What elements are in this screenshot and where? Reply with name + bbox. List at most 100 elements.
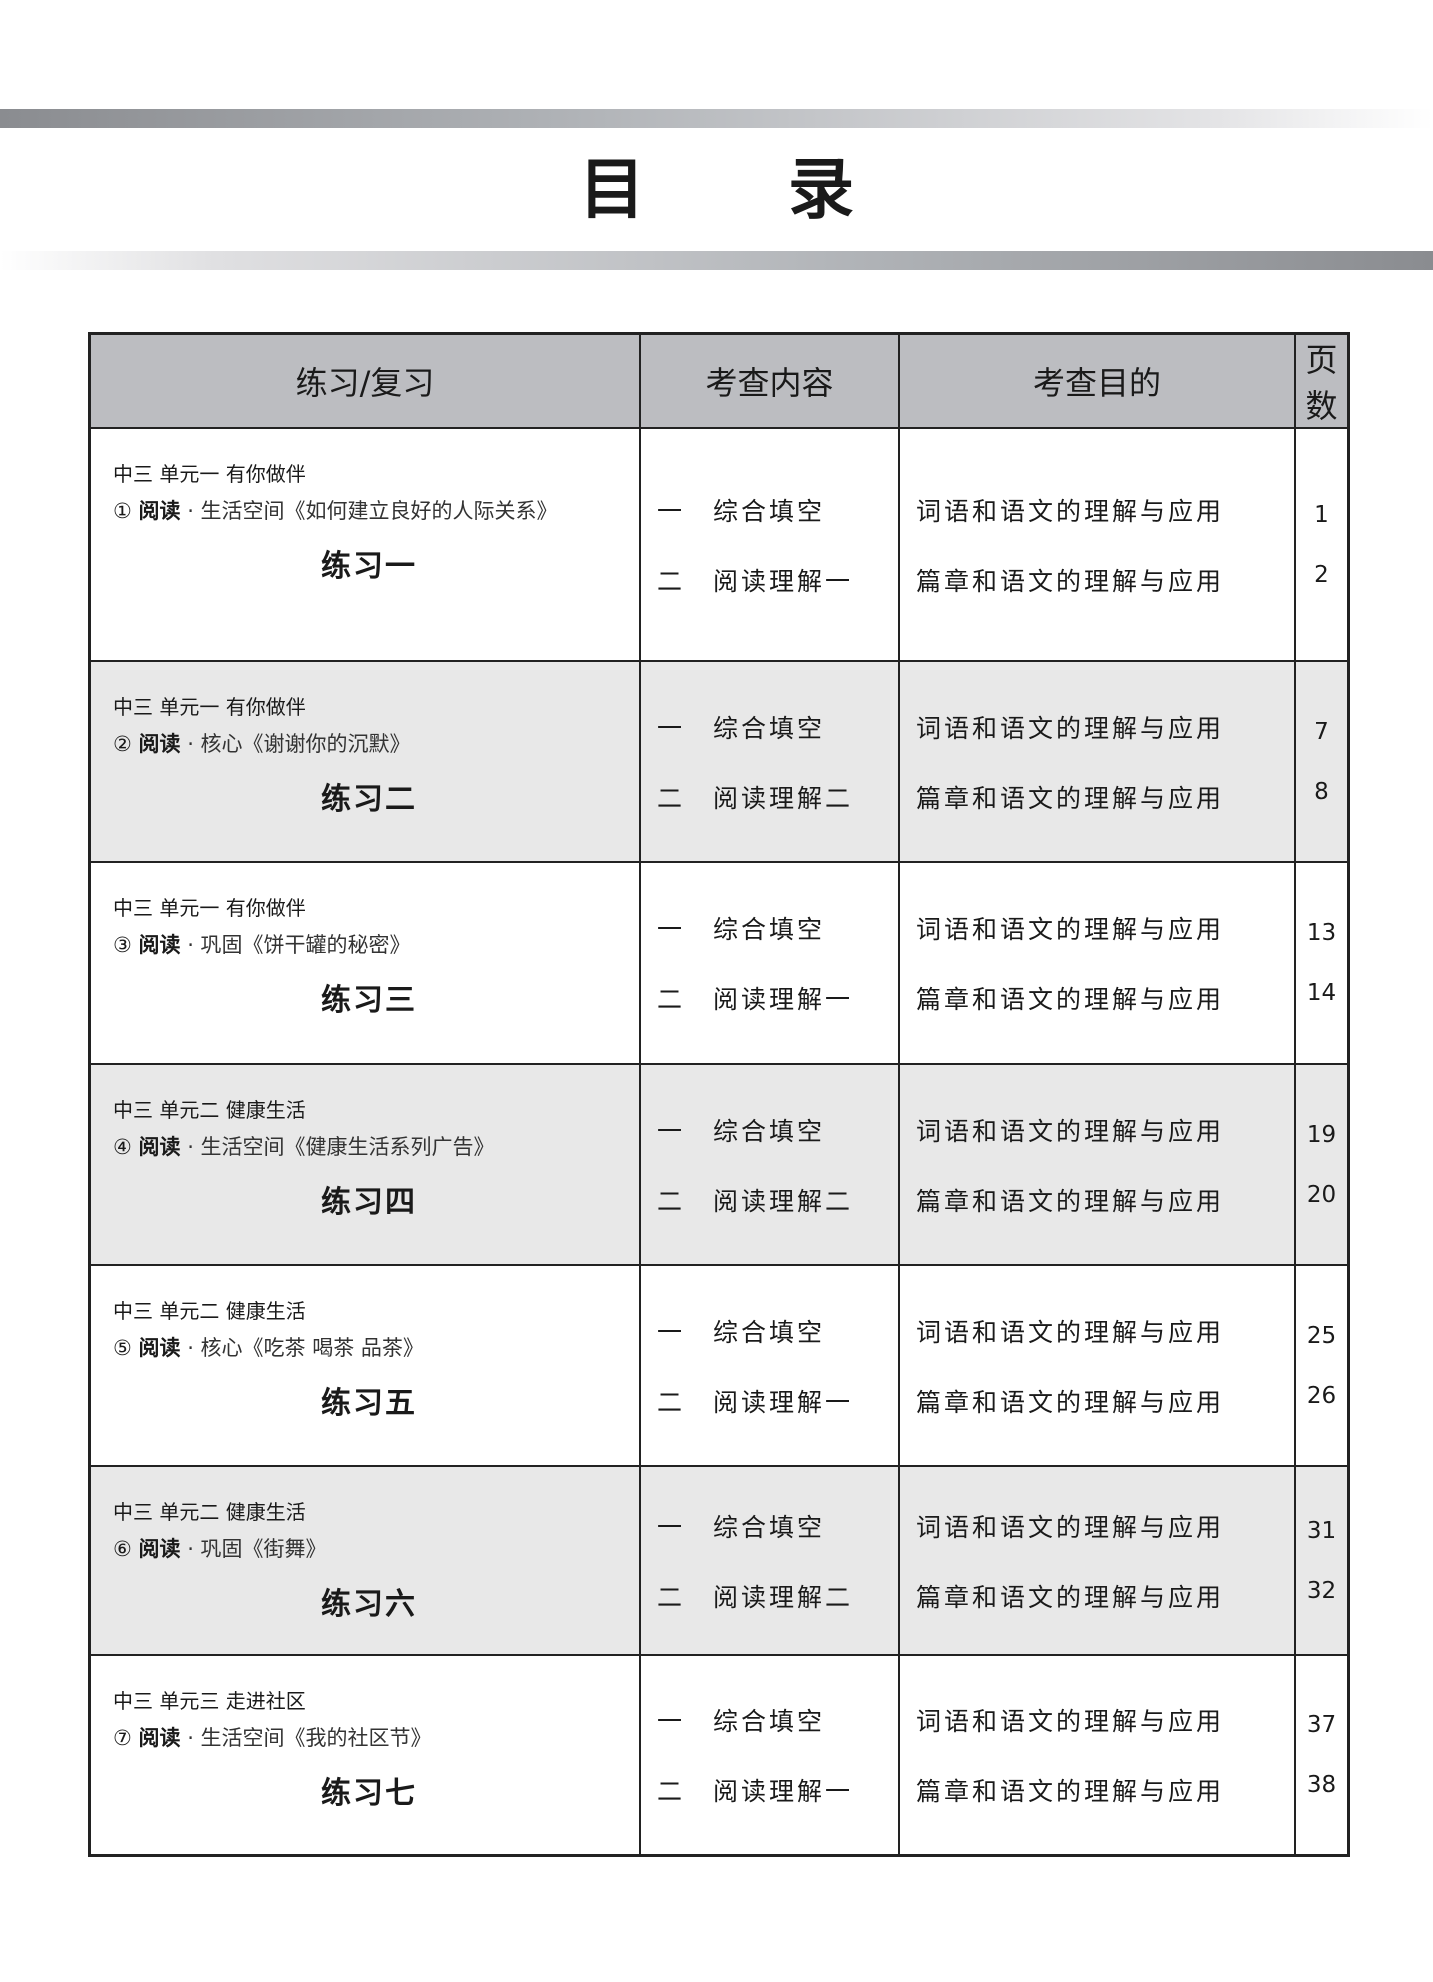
content-item: 二阅读理解一 xyxy=(657,1772,898,1808)
header-pages: 页数 xyxy=(1294,332,1350,429)
exercise-title[interactable]: 练习一 xyxy=(321,549,417,584)
content-cell: 一综合填空 二阅读理解一 xyxy=(639,861,900,1065)
page-number[interactable]: 32 xyxy=(1306,1577,1337,1604)
exercise-title[interactable]: 练习三 xyxy=(321,983,417,1018)
page-number[interactable]: 31 xyxy=(1306,1517,1337,1544)
goal-cell: 词语和语文的理解与应用 篇章和语文的理解与应用 xyxy=(898,861,1296,1065)
reading-number: ② xyxy=(113,732,132,756)
unit-label: 中三 单元三 走进社区 xyxy=(113,1689,306,1713)
content-text: 阅读理解一 xyxy=(713,566,854,596)
pages-cell: 1 2 xyxy=(1294,427,1350,662)
goal-cell: 词语和语文的理解与应用 篇章和语文的理解与应用 xyxy=(898,1264,1296,1467)
pages-cell: 37 38 xyxy=(1294,1654,1350,1856)
header-bar-top xyxy=(0,109,1433,128)
content-item: 一综合填空 xyxy=(657,1112,898,1148)
reading-number: ⑤ xyxy=(113,1336,132,1360)
exercise-cell: 中三 单元二 健康生活 ⑥ 阅读 · 巩固《街舞》 练习六 xyxy=(88,1465,641,1656)
reading-number: ⑦ xyxy=(113,1726,132,1750)
content-text: 综合填空 xyxy=(713,1512,826,1542)
header-bar-bottom xyxy=(0,251,1433,270)
header-exercise: 练习/复习 xyxy=(88,332,641,429)
goal-item: 篇章和语文的理解与应用 xyxy=(916,1387,1225,1417)
table-row: 中三 单元一 有你做伴 ① 阅读 · 生活空间《如何建立良好的人际关系》 练习一… xyxy=(88,427,1350,662)
exercise-title[interactable]: 练习四 xyxy=(321,1185,417,1220)
reading-source: · 核心《吃茶 喝茶 品茶》 xyxy=(180,1336,424,1360)
exercise-title[interactable]: 练习五 xyxy=(321,1386,417,1421)
content-item: 一综合填空 xyxy=(657,1702,898,1738)
content-item: 一综合填空 xyxy=(657,1508,898,1544)
content-text: 综合填空 xyxy=(713,1706,826,1736)
page-number[interactable]: 14 xyxy=(1306,980,1337,1006)
reading-kind: 阅读 xyxy=(138,933,181,957)
exercise-cell: 中三 单元一 有你做伴 ① 阅读 · 生活空间《如何建立良好的人际关系》 练习一 xyxy=(88,427,641,662)
content-text: 阅读理解一 xyxy=(713,985,854,1014)
pages-cell: 19 20 xyxy=(1294,1063,1350,1266)
goal-item: 词语和语文的理解与应用 xyxy=(916,915,1225,944)
reading-number: ⑥ xyxy=(113,1537,132,1561)
table-row: 中三 单元二 健康生活 ④ 阅读 · 生活空间《健康生活系列广告》 练习四 一综… xyxy=(88,1063,1350,1266)
page-number[interactable]: 37 xyxy=(1306,1711,1337,1738)
goal-cell: 词语和语文的理解与应用 篇章和语文的理解与应用 xyxy=(898,1063,1296,1266)
content-number: 一 xyxy=(657,713,686,743)
exercise-title[interactable]: 练习二 xyxy=(321,782,417,817)
reading-number: ④ xyxy=(113,1135,132,1159)
content-cell: 一综合填空 二阅读理解一 xyxy=(639,427,900,662)
content-item: 二阅读理解一 xyxy=(657,1383,898,1419)
content-number: 一 xyxy=(657,496,686,526)
contents-table: 练习/复习 考查内容 考查目的 页数 中三 单元一 有你做伴 ① 阅读 · 生活… xyxy=(88,332,1350,1857)
page-number[interactable]: 38 xyxy=(1306,1771,1337,1798)
goal-item: 词语和语文的理解与应用 xyxy=(916,496,1225,526)
reading-kind: 阅读 xyxy=(138,1537,181,1561)
reading-kind: 阅读 xyxy=(138,1135,181,1159)
reading-source: · 巩固《街舞》 xyxy=(180,1537,327,1561)
goal-item: 篇章和语文的理解与应用 xyxy=(916,1186,1225,1216)
content-item: 二阅读理解一 xyxy=(657,980,898,1016)
page-number[interactable]: 19 xyxy=(1306,1121,1337,1148)
goal-cell: 词语和语文的理解与应用 篇章和语文的理解与应用 xyxy=(898,427,1296,662)
content-number: 二 xyxy=(657,1186,686,1216)
table-row: 中三 单元一 有你做伴 ② 阅读 · 核心《谢谢你的沉默》 练习二 一综合填空 … xyxy=(88,660,1350,863)
page-number[interactable]: 13 xyxy=(1306,920,1337,946)
table-row: 中三 单元二 健康生活 ⑥ 阅读 · 巩固《街舞》 练习六 一综合填空 二阅读理… xyxy=(88,1465,1350,1656)
content-number: 二 xyxy=(657,566,686,596)
unit-label: 中三 单元二 健康生活 xyxy=(113,1299,306,1323)
content-text: 阅读理解一 xyxy=(713,1387,854,1417)
page-number[interactable]: 1 xyxy=(1314,501,1329,528)
exercise-cell: 中三 单元一 有你做伴 ③ 阅读 · 巩固《饼干罐的秘密》 练习三 xyxy=(88,861,641,1065)
table-row: 中三 单元三 走进社区 ⑦ 阅读 · 生活空间《我的社区节》 练习七 一综合填空… xyxy=(88,1654,1350,1856)
page-number[interactable]: 25 xyxy=(1306,1322,1337,1349)
pages-cell: 7 8 xyxy=(1294,660,1350,863)
unit-label: 中三 单元二 健康生活 xyxy=(113,1098,306,1122)
page-number[interactable]: 2 xyxy=(1314,561,1329,588)
goal-cell: 词语和语文的理解与应用 篇章和语文的理解与应用 xyxy=(898,1654,1296,1856)
page-number[interactable]: 7 xyxy=(1314,718,1329,745)
table-row: 中三 单元一 有你做伴 ③ 阅读 · 巩固《饼干罐的秘密》 练习三 一综合填空 … xyxy=(88,861,1350,1065)
content-item: 一综合填空 xyxy=(657,709,898,745)
page-number[interactable]: 8 xyxy=(1314,778,1329,805)
content-number: 二 xyxy=(657,1387,686,1417)
content-text: 阅读理解二 xyxy=(713,783,854,813)
reading-source: · 生活空间《如何建立良好的人际关系》 xyxy=(180,499,558,523)
reading-kind: 阅读 xyxy=(138,732,181,756)
exercise-title[interactable]: 练习七 xyxy=(321,1776,417,1811)
reading-source: · 核心《谢谢你的沉默》 xyxy=(180,732,411,756)
reading-label: ③ 阅读 · 巩固《饼干罐的秘密》 xyxy=(113,929,625,961)
goal-item: 词语和语文的理解与应用 xyxy=(916,1706,1225,1736)
reading-number: ③ xyxy=(113,933,132,957)
content-number: 二 xyxy=(657,783,686,813)
page-number[interactable]: 20 xyxy=(1306,1181,1337,1208)
content-item: 二阅读理解一 xyxy=(657,562,898,598)
content-number: 二 xyxy=(657,1582,686,1612)
unit-label: 中三 单元一 有你做伴 xyxy=(113,462,306,486)
pages-cell: 13 14 xyxy=(1294,861,1350,1065)
exercise-cell: 中三 单元一 有你做伴 ② 阅读 · 核心《谢谢你的沉默》 练习二 xyxy=(88,660,641,863)
content-text: 阅读理解一 xyxy=(713,1776,854,1806)
goal-item: 篇章和语文的理解与应用 xyxy=(916,783,1225,813)
exercise-title[interactable]: 练习六 xyxy=(321,1587,417,1622)
pages-cell: 31 32 xyxy=(1294,1465,1350,1656)
content-cell: 一综合填空 二阅读理解一 xyxy=(639,1654,900,1856)
page-number[interactable]: 26 xyxy=(1306,1382,1337,1409)
reading-kind: 阅读 xyxy=(138,499,181,523)
reading-label: ④ 阅读 · 生活空间《健康生活系列广告》 xyxy=(113,1131,625,1163)
content-text: 综合填空 xyxy=(713,713,826,743)
